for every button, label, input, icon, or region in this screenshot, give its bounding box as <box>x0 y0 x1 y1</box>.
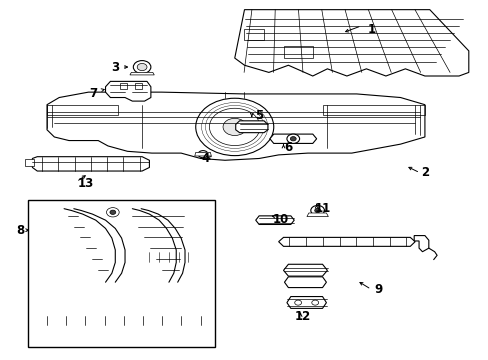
Circle shape <box>209 108 260 145</box>
Text: 3: 3 <box>111 60 119 73</box>
Text: 6: 6 <box>284 141 292 154</box>
Bar <box>27 200 215 347</box>
Polygon shape <box>34 205 60 216</box>
Circle shape <box>223 118 246 135</box>
Polygon shape <box>286 297 326 309</box>
Text: 11: 11 <box>314 202 330 215</box>
Circle shape <box>290 136 296 141</box>
Circle shape <box>198 150 207 158</box>
Circle shape <box>133 60 151 73</box>
Circle shape <box>286 134 299 143</box>
Polygon shape <box>234 10 468 76</box>
Circle shape <box>201 153 204 156</box>
Polygon shape <box>278 237 414 246</box>
Text: 7: 7 <box>89 87 97 100</box>
Circle shape <box>310 206 324 216</box>
Polygon shape <box>105 81 151 101</box>
Polygon shape <box>269 134 316 143</box>
Polygon shape <box>32 157 149 171</box>
Circle shape <box>106 208 119 217</box>
Polygon shape <box>33 316 209 325</box>
Polygon shape <box>235 121 267 133</box>
Polygon shape <box>244 30 264 40</box>
Circle shape <box>314 208 320 213</box>
Text: 2: 2 <box>420 166 428 179</box>
Polygon shape <box>47 92 424 160</box>
Text: 9: 9 <box>374 283 382 296</box>
Text: 12: 12 <box>294 310 310 323</box>
Text: 5: 5 <box>254 109 263 122</box>
Polygon shape <box>413 235 428 252</box>
Polygon shape <box>306 213 328 217</box>
Polygon shape <box>194 152 211 156</box>
Polygon shape <box>141 252 194 262</box>
Text: 13: 13 <box>78 177 94 190</box>
Polygon shape <box>38 298 75 309</box>
Polygon shape <box>130 72 154 75</box>
Circle shape <box>195 98 273 156</box>
Polygon shape <box>121 221 156 232</box>
Text: 8: 8 <box>16 224 24 237</box>
Text: 10: 10 <box>272 213 288 226</box>
Polygon shape <box>284 277 326 288</box>
Polygon shape <box>283 264 327 276</box>
Circle shape <box>311 300 318 305</box>
Polygon shape <box>283 45 312 58</box>
Polygon shape <box>36 284 73 295</box>
Text: 1: 1 <box>366 23 375 36</box>
Circle shape <box>110 210 116 215</box>
Polygon shape <box>25 159 34 166</box>
Text: 4: 4 <box>201 152 209 165</box>
Polygon shape <box>126 234 160 244</box>
Polygon shape <box>255 216 294 225</box>
Circle shape <box>294 300 301 305</box>
Circle shape <box>137 63 147 71</box>
